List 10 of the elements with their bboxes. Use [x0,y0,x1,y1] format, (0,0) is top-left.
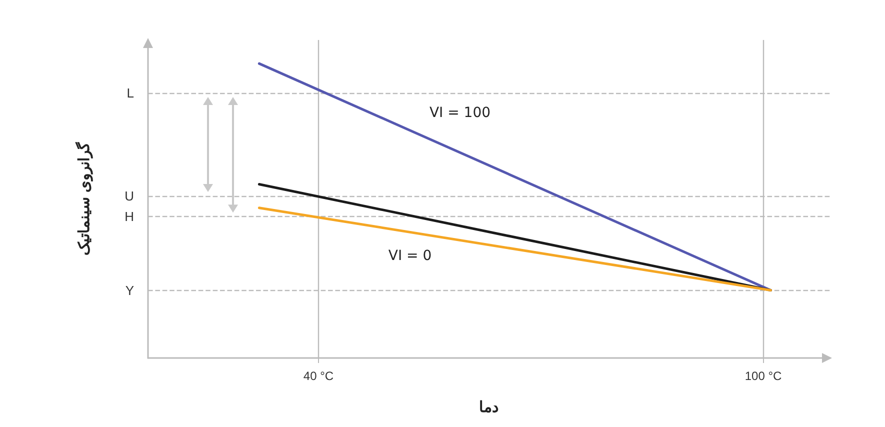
ref-line-label: L [126,86,134,100]
x-axis-title: دما [479,399,499,416]
annotation: VI = 100 [429,105,491,121]
annotation: VI = 0 [388,248,432,264]
x-tick-label: 100 °C [744,369,782,383]
ref-line-label: U [124,188,134,204]
y-axis-title: گرانروی سینماتیک [75,141,93,256]
x-tick-label: 40 °C [303,369,334,383]
ref-line-label: Y [125,282,134,298]
ref-line-label: H [124,209,134,224]
